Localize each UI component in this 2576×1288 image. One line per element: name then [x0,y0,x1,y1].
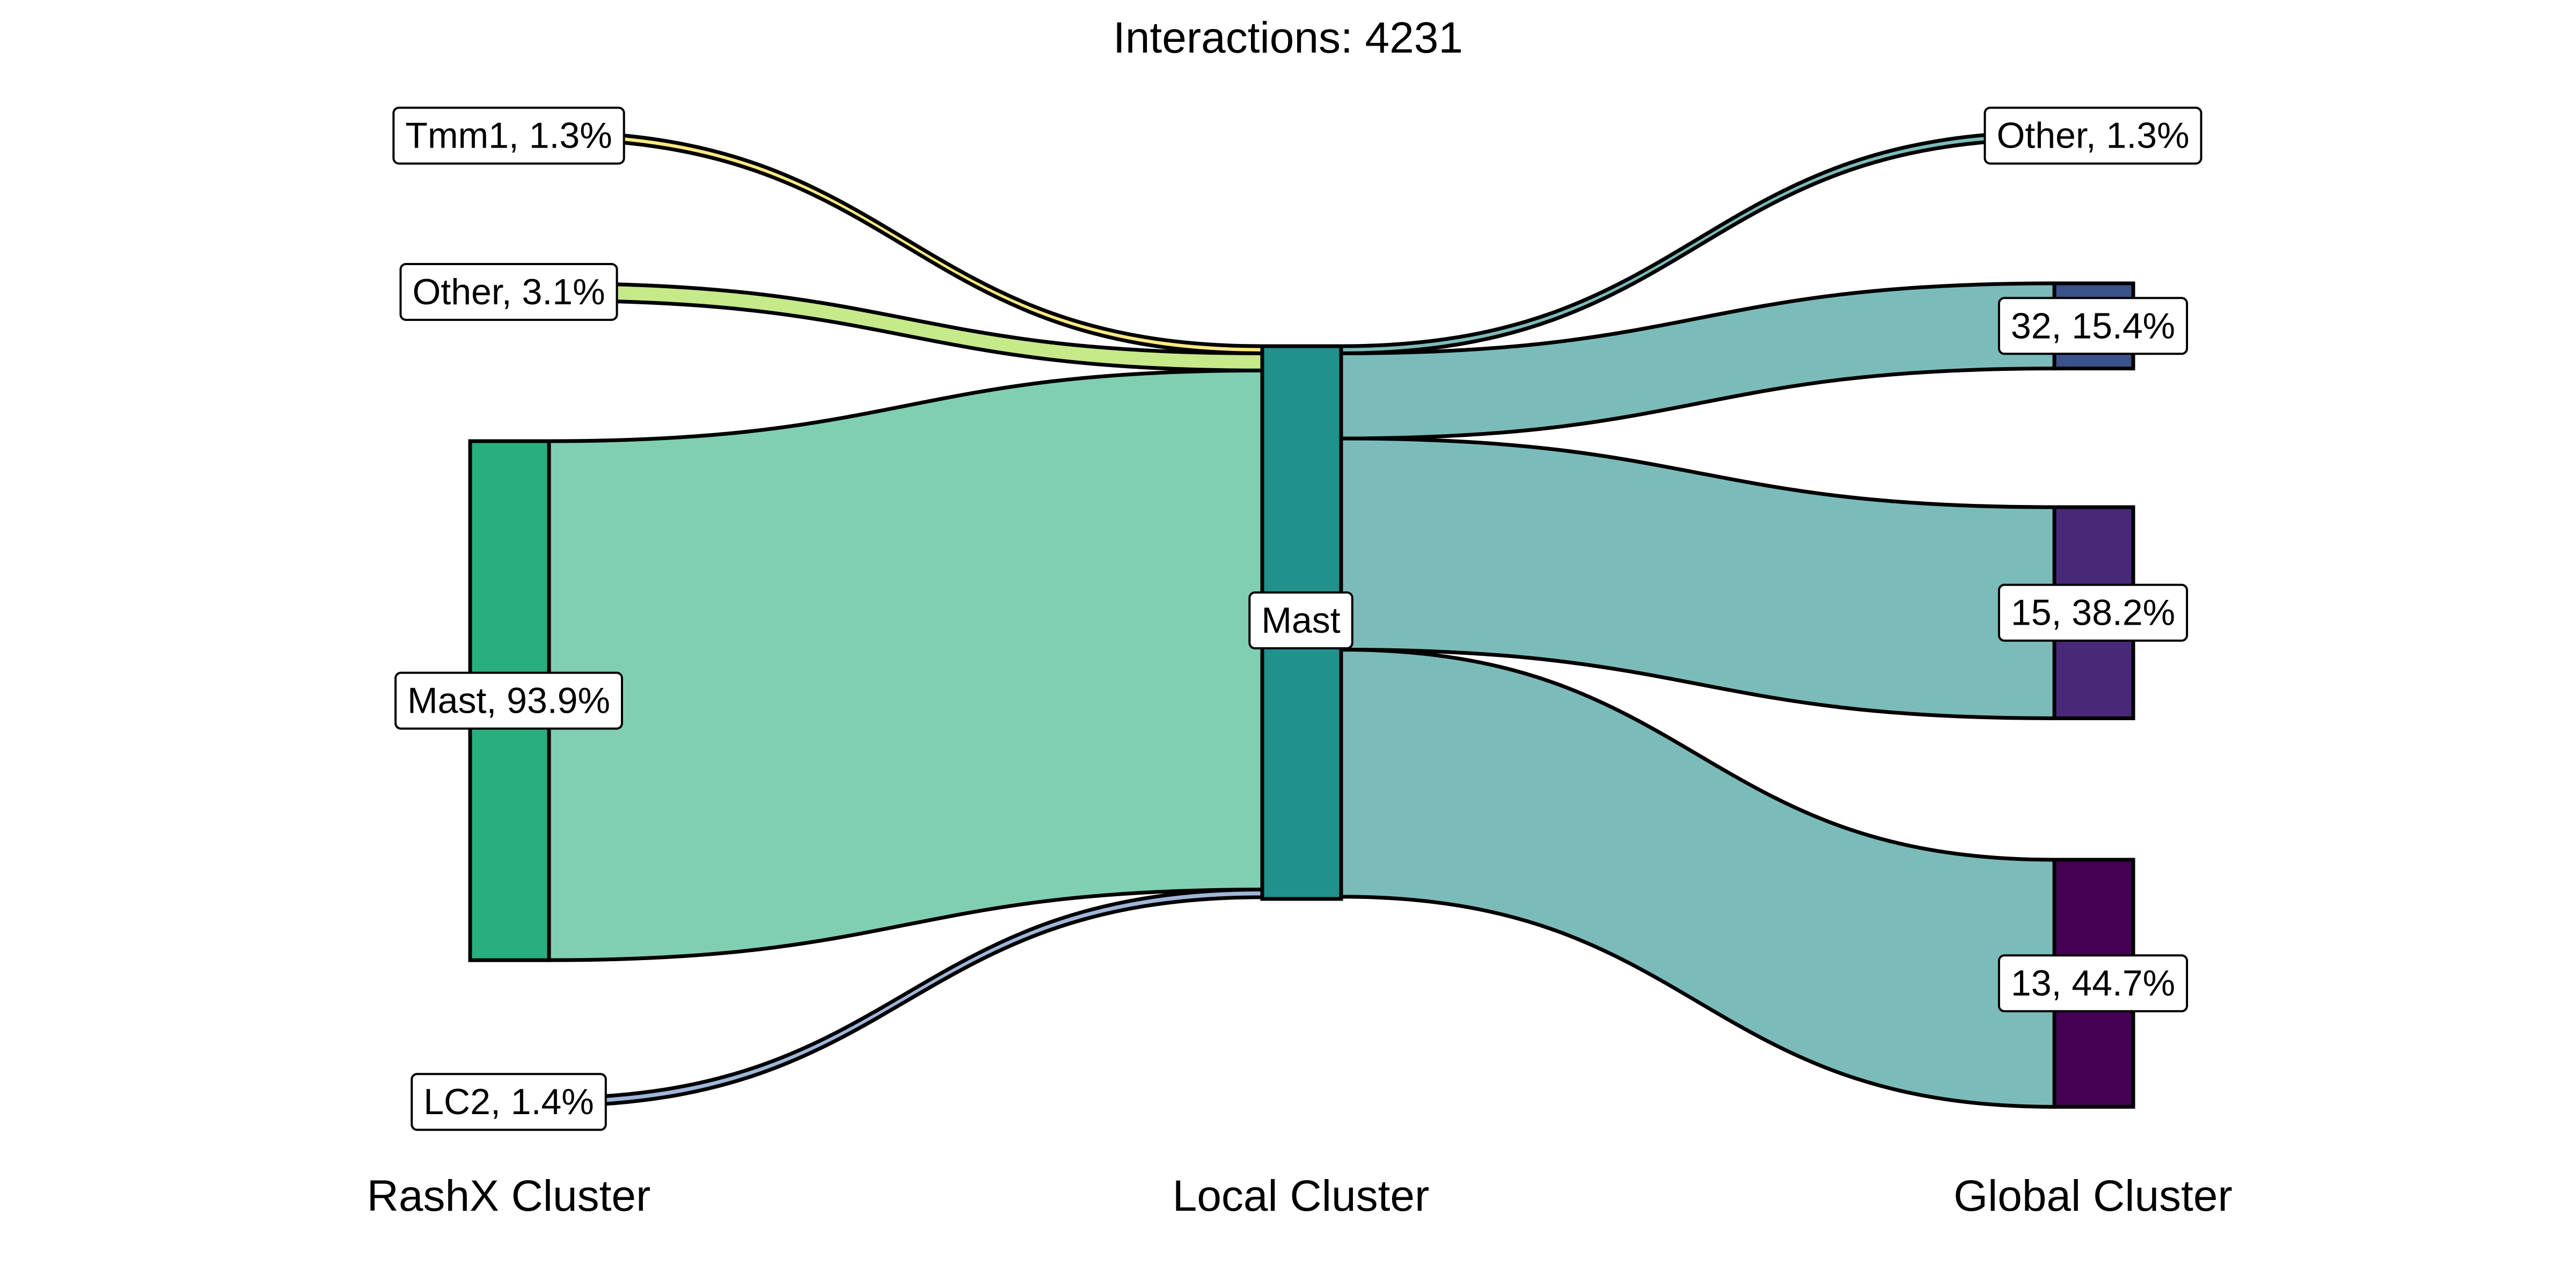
rashx-label-tmm1: Tmm1, 1.3% [392,106,625,165]
local-label-mast-text: Mast [1261,600,1340,641]
global-label-g13-text: 13, 44.7% [2011,963,2175,1004]
rashx-label-lc2-text: LC2, 1.4% [423,1081,594,1122]
labels-layer: Tmm1, 1.3% Other, 3.1% Mast, 93.9% LC2, 1.4… [392,106,2202,1131]
axis-label-rashx: RashX Cluster [367,1172,651,1220]
flow-rashx-other-to-local-mast [547,281,1264,372]
rashx-label-lc2-box [411,1073,607,1131]
local-label-mast: Mast [1248,591,1353,649]
rashx-label-tmm1-text: Tmm1, 1.3% [405,115,612,156]
global-label-g32-text: 32, 15.4% [2011,305,2175,346]
global-label-g32: 32, 15.4% [1997,297,2189,355]
global-label-g13: 13, 44.7% [1997,954,2189,1013]
global-label-other-box [1984,106,2202,165]
rashx-label-lc2: LC2, 1.4% [411,1073,607,1131]
flow-local-mast-to-global-g13 [1339,647,2057,1109]
rashx-label-mast: Mast, 93.9% [394,671,623,730]
axis-label-global: Global Cluster [1953,1172,2233,1220]
global-label-g13-box [1997,954,2189,1013]
global-label-g15: 15, 38.2% [1997,583,2189,642]
rashx-label-other: Other, 3.1% [399,262,618,321]
local-label-mast-box [1248,591,1353,649]
global-label-other-text: Other, 1.3% [1996,115,2189,156]
rashx-label-mast-text: Mast, 93.9% [407,680,610,721]
rashx-label-other-text: Other, 3.1% [412,272,605,312]
global-label-other: Other, 1.3% [1984,106,2202,165]
flow-rashx-mast-to-local-mast [547,368,1264,962]
global-label-g15-text: 15, 38.2% [2011,592,2175,633]
chart-title: Interactions: 4231 [1113,13,1463,62]
global-label-g32-box [1997,297,2189,355]
axis-label-local: Local Cluster [1173,1172,1430,1220]
rashx-label-tmm1-box [392,106,625,165]
flow-local-mast-to-global-g32 [1339,281,2057,441]
flows-layer [547,130,2057,1109]
rashx-label-other-box [399,262,618,321]
global-label-g15-box [1997,583,2189,642]
rashx-label-mast-box [394,671,623,730]
